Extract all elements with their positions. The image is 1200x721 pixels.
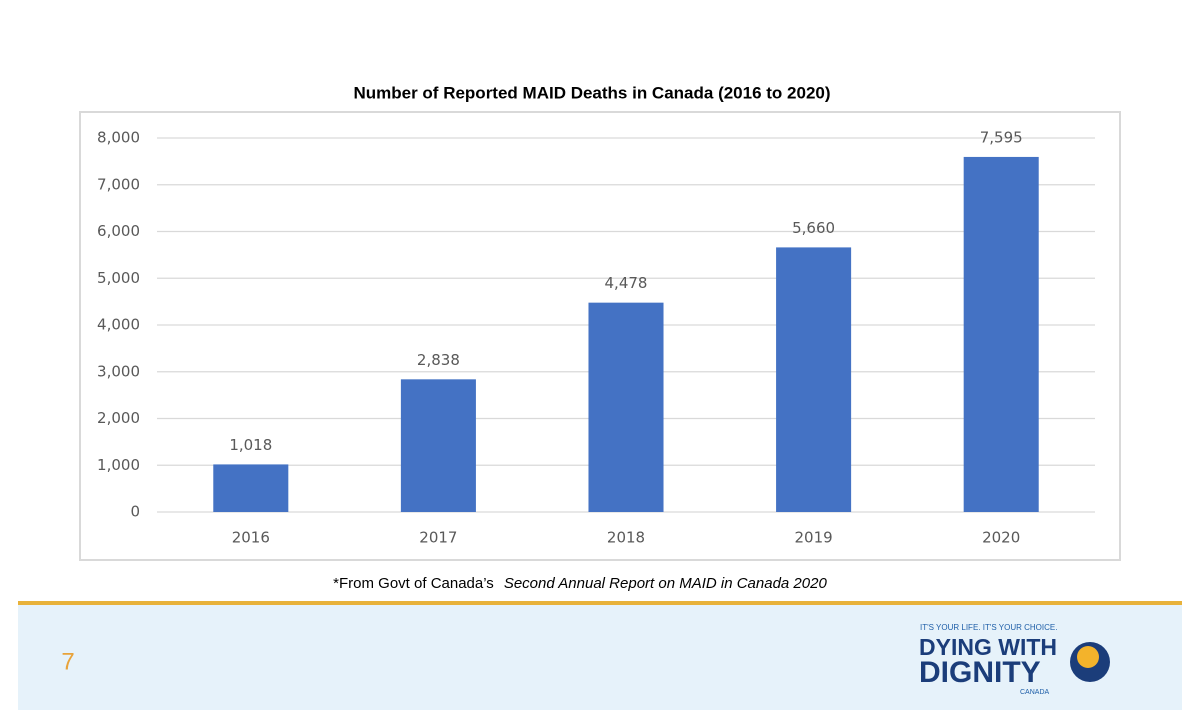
logo-line3: CANADA xyxy=(1020,689,1050,696)
logo-line1: DYING WITH xyxy=(919,634,1057,660)
footnote-report: Second Annual Report on MAID in Canada 2… xyxy=(504,575,828,592)
y-tick-label: 7,000 xyxy=(97,175,140,193)
logo-sun xyxy=(1077,646,1099,668)
bar xyxy=(400,379,476,512)
footer-rule xyxy=(18,601,1182,605)
bar xyxy=(776,247,852,512)
value-label: 5,660 xyxy=(792,219,835,237)
x-tick-label: 2019 xyxy=(795,529,833,547)
y-tick-label: 6,000 xyxy=(97,222,140,240)
page-number: 7 xyxy=(61,648,74,675)
logo: IT'S YOUR LIFE. IT'S YOUR CHOICE. DYING … xyxy=(919,623,1110,696)
y-tick-label: 2,000 xyxy=(97,409,140,427)
x-tick-label: 2016 xyxy=(232,529,270,547)
x-tick-label: 2018 xyxy=(607,529,645,547)
value-label: 4,478 xyxy=(605,274,648,292)
logo-tagline: IT'S YOUR LIFE. IT'S YOUR CHOICE. xyxy=(920,623,1057,632)
y-tick-label: 4,000 xyxy=(97,316,140,334)
footnote: *From Govt of Canada’s Second Annual Repo… xyxy=(333,575,827,592)
value-label: 7,595 xyxy=(980,128,1023,146)
footnote-source: *From Govt of Canada’s xyxy=(333,575,494,592)
y-tick-label: 5,000 xyxy=(97,269,140,287)
logo-line2: DIGNITY xyxy=(919,656,1041,689)
bar xyxy=(588,302,664,512)
bar xyxy=(963,156,1039,512)
y-tick-label: 8,000 xyxy=(97,129,140,147)
y-tick-label: 1,000 xyxy=(97,456,140,474)
value-label: 1,018 xyxy=(229,436,272,454)
y-tick-label: 0 xyxy=(130,503,140,521)
value-label: 2,838 xyxy=(417,351,460,369)
footer-band xyxy=(18,605,1182,710)
x-tick-label: 2020 xyxy=(982,529,1020,547)
y-tick-label: 3,000 xyxy=(97,362,140,380)
bar xyxy=(213,464,289,512)
x-tick-label: 2017 xyxy=(419,529,457,547)
chart-title: Number of Reported MAID Deaths in Canada… xyxy=(353,83,830,102)
